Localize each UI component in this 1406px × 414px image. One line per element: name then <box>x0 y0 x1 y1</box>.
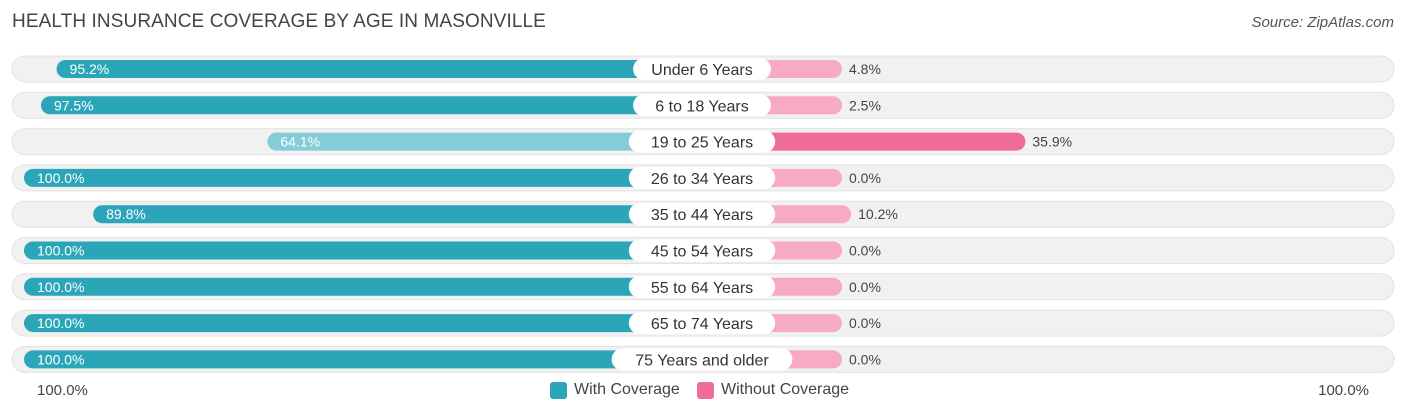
chart-title: HEALTH INSURANCE COVERAGE BY AGE IN MASO… <box>12 11 546 32</box>
category-pill <box>628 239 776 262</box>
bar-with-coverage <box>40 96 702 115</box>
category-pill <box>611 348 793 371</box>
category-pill <box>633 58 771 80</box>
data-label-without-coverage: 35.9% <box>1032 134 1072 150</box>
bar-with-coverage <box>24 350 702 369</box>
category-label: Under 6 Years <box>651 62 752 79</box>
data-label-with-coverage: 100.0% <box>37 315 84 331</box>
bar-without-coverage <box>702 132 1026 151</box>
data-label-with-coverage: 100.0% <box>37 279 84 295</box>
legend-item-without-coverage: Without Coverage <box>697 380 849 400</box>
data-label-without-coverage: 0.0% <box>849 351 881 367</box>
bar-with-coverage <box>267 132 702 151</box>
category-label: 45 to 54 Years <box>651 244 753 261</box>
bar-with-coverage <box>56 60 702 78</box>
category-pill <box>628 203 776 226</box>
category-label: 55 to 64 Years <box>651 280 753 297</box>
category-label: 6 to 18 Years <box>655 98 748 115</box>
data-label-with-coverage: 100.0% <box>37 351 84 367</box>
category-pill <box>628 312 776 335</box>
category-label: 75 Years and older <box>635 352 769 369</box>
legend-swatch-with-coverage <box>550 381 567 399</box>
data-label-with-coverage: 100.0% <box>37 243 84 259</box>
chart-plot: 95.2% 4.8% Under 6 Years 97.5% 2.5% 6 to 18 Y… <box>11 55 1395 373</box>
data-label-without-coverage: 0.0% <box>849 243 881 259</box>
data-label-with-coverage: 89.8% <box>106 206 146 222</box>
data-label-without-coverage: 10.2% <box>858 206 898 222</box>
data-label-with-coverage: 97.5% <box>54 97 94 113</box>
category-pill <box>628 275 776 298</box>
bar-with-coverage <box>93 205 702 224</box>
category-label: 65 to 74 Years <box>651 316 753 333</box>
data-label-with-coverage: 64.1% <box>280 134 320 150</box>
data-label-with-coverage: 95.2% <box>70 61 110 77</box>
bar-with-coverage <box>24 241 702 260</box>
category-pill <box>633 94 771 117</box>
data-label-without-coverage: 0.0% <box>849 315 881 331</box>
bar-with-coverage <box>24 168 702 187</box>
category-pill <box>628 166 776 189</box>
category-pill <box>628 130 776 153</box>
source-label: Source: ZipAtlas.com <box>1251 14 1394 31</box>
category-label: 19 to 25 Years <box>651 135 753 152</box>
legend-item-with-coverage: With Coverage <box>550 380 680 400</box>
data-label-without-coverage: 2.5% <box>849 97 881 113</box>
bar-with-coverage <box>24 277 702 296</box>
data-label-with-coverage: 100.0% <box>37 170 84 186</box>
data-label-without-coverage: 0.0% <box>849 279 881 295</box>
data-label-without-coverage: 4.8% <box>849 61 881 77</box>
axis-label-right: 100.0% <box>1318 382 1369 399</box>
legend-label-with-coverage: With Coverage <box>574 381 680 398</box>
bar-with-coverage <box>24 314 702 333</box>
legend-swatch-without-coverage <box>697 381 714 399</box>
data-label-without-coverage: 0.0% <box>849 170 881 186</box>
legend-label-without-coverage: Without Coverage <box>721 381 850 398</box>
axis-label-left: 100.0% <box>37 382 88 399</box>
category-label: 26 to 34 Years <box>651 171 753 188</box>
category-label: 35 to 44 Years <box>651 207 753 224</box>
